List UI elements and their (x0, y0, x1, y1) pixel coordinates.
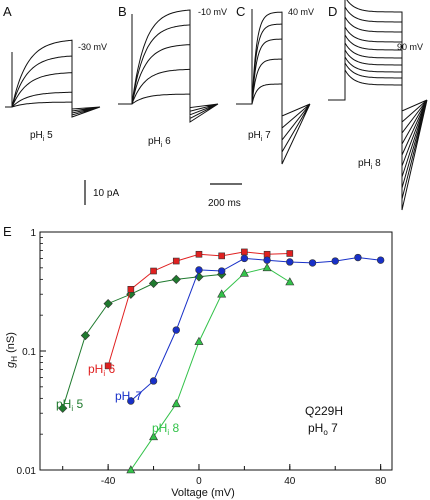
panel-letter-a: A (3, 4, 12, 19)
panel-d-ph: pHi 8 (358, 158, 381, 171)
data-point (148, 278, 159, 289)
x-tick-label: -40 (101, 476, 116, 487)
data-point (195, 250, 203, 258)
y-tick-label: 0.01 (17, 466, 37, 477)
series-label-ph5: pHi 5 (56, 397, 83, 413)
panel-letter-b: B (118, 4, 127, 19)
data-point (149, 377, 158, 385)
panel-letter-c: C (236, 4, 245, 19)
series-label-ph7: pHi 7 (115, 389, 142, 405)
data-point (285, 277, 295, 286)
data-point (218, 252, 225, 260)
panel-a: A -30 mV pHi 5 (3, 4, 107, 143)
data-point (262, 263, 272, 272)
data-point (217, 289, 227, 298)
panel-c-voltage: 40 mV (288, 7, 314, 17)
x-axis-label: Voltage (mV) (171, 487, 235, 499)
x-axis: -40 0 40 80 (62, 464, 387, 487)
data-point (354, 253, 362, 262)
data-point (150, 267, 157, 275)
panel-b: B -10 mV pHi 6 (118, 4, 227, 149)
panel-c-ph: pHi 7 (248, 130, 271, 143)
data-point (103, 299, 113, 309)
panel-a-ph: pHi 5 (30, 130, 53, 143)
panel-c-traces (236, 9, 311, 165)
series-line (130, 267, 291, 471)
series-ph8 (126, 263, 295, 474)
data-point (104, 362, 112, 370)
data-point (241, 248, 248, 256)
x-tick-label: 40 (284, 476, 296, 487)
panel-b-voltage: -10 mV (198, 7, 227, 17)
data-point (80, 330, 91, 341)
data-point (149, 432, 159, 441)
data-point (217, 267, 226, 275)
y-axis: 0.01 0.1 1 (17, 228, 46, 477)
panel-letter-e: E (3, 224, 12, 239)
conductance-chart: E 0.01 0.1 1 -40 0 40 80 Voltage (mV) gH (nS)… (3, 224, 393, 499)
series-ph7 (127, 253, 385, 405)
panel-b-traces (118, 9, 219, 123)
data-point (58, 403, 68, 413)
series-line (130, 256, 381, 402)
series-label-ph6: pHi 6 (88, 362, 115, 378)
x-tick-label: 80 (375, 476, 387, 487)
time-scalebar-label: 200 ms (208, 198, 241, 209)
y-tick-label: 1 (30, 228, 36, 239)
data-point (308, 259, 317, 267)
data-point (126, 465, 136, 474)
panel-letter-d: D (328, 4, 337, 19)
series-label-ph8: pHi 8 (152, 421, 179, 437)
data-point (194, 336, 204, 345)
panel-d: D 90 mV pHi 8 (328, 0, 428, 211)
panel-b-ph: pHi 6 (148, 136, 171, 149)
data-point (240, 254, 249, 263)
data-point (376, 256, 385, 264)
x-tick-label: 0 (196, 476, 202, 487)
data-point (263, 250, 271, 258)
data-point (263, 256, 271, 264)
panel-a-voltage: -30 mV (78, 42, 107, 52)
panel-a-traces (5, 39, 101, 118)
data-point (172, 257, 180, 265)
data-point (194, 272, 204, 282)
current-scalebar-label: 10 pA (93, 188, 119, 199)
series-group (58, 248, 385, 474)
data-point (172, 326, 180, 334)
data-point (127, 397, 135, 405)
annotation-pho: pHo 7 (308, 421, 338, 437)
plot-frame (39, 231, 393, 471)
data-point (286, 250, 294, 257)
data-point (171, 398, 181, 408)
data-point (171, 274, 181, 284)
panel-d-traces (328, 0, 428, 211)
current-trace-panels: A -30 mV pHi 5 B -10 mV pHi 6 C 40 mV pH… (3, 0, 428, 211)
scale-bars: 10 pA 200 ms (84, 180, 242, 209)
y-axis-label: gH (nS) (5, 332, 19, 368)
data-point (195, 266, 203, 274)
data-point (331, 257, 339, 265)
panel-d-voltage: 90 mV (397, 42, 423, 52)
series-ph6 (104, 248, 294, 370)
series-ph5 (58, 269, 227, 413)
annotation-mutant: Q229H (305, 404, 343, 418)
data-point (286, 258, 294, 266)
data-point (239, 268, 249, 277)
panel-c: C 40 mV pHi 7 (236, 4, 314, 165)
y-tick-label: 0.1 (22, 347, 36, 358)
data-point (127, 285, 135, 293)
